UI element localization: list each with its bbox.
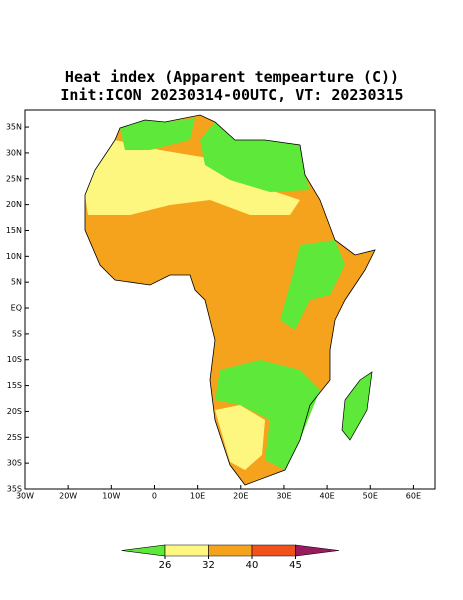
x-tick-label: 20W [59,492,77,501]
x-tick-label: 40E [319,492,334,501]
colorbar-segment [121,544,166,557]
colorbar-segment [164,544,209,557]
chart-title: Heat index (Apparent tempearture (C)) [65,68,399,86]
colorbar-tick-label: 45 [289,560,302,571]
x-tick-label: 0 [152,492,157,501]
north-green [200,122,310,192]
map-shapes [84,114,376,486]
x-tick-label: 50E [363,492,378,501]
map-frame [24,109,436,490]
colorbar-segment [208,544,253,557]
x-tick-label: 30W [16,492,34,501]
y-tick-label: 5S [12,329,22,338]
y-tick-label: 25S [7,433,22,442]
y-tick-label: 25N [6,174,22,183]
madagascar [341,371,373,441]
y-tick-label: 10N [6,252,22,261]
x-tick-label: 10E [190,492,205,501]
y-tick-label: 10S [7,355,22,364]
y-tick-label: 15S [7,381,22,390]
x-tick-label: 10W [102,492,120,501]
colorbar-segment [295,544,340,557]
y-tick-label: 35N [6,123,22,132]
y-tick-label: 30S [7,459,22,468]
colorbar-tick-label: 26 [159,560,172,571]
y-tick-label: 20S [7,407,22,416]
colorbar-segment [251,544,296,557]
africa-outline [84,114,376,486]
y-tick-label: 30N [6,148,22,157]
y-tick-label: EQ [11,304,22,313]
x-tick-label: 20E [233,492,248,501]
y-tick-label: 5N [11,278,22,287]
y-tick-label: 35S [7,485,22,494]
x-tick-label: 60E [406,492,421,501]
y-tick-label: 20N [6,200,22,209]
maghreb-green [120,118,195,150]
south-yellow [215,405,265,470]
chart-subtitle: Init:ICON 20230314-00UTC, VT: 20230315 [60,86,403,104]
colorbar-tick-label: 40 [246,560,259,571]
x-tick-label: 30E [276,492,291,501]
y-tick-label: 15N [6,226,22,235]
colorbar-tick-label: 32 [202,560,215,571]
south-green [215,360,320,470]
sahara-yellow [85,140,300,215]
east-green [280,240,345,330]
